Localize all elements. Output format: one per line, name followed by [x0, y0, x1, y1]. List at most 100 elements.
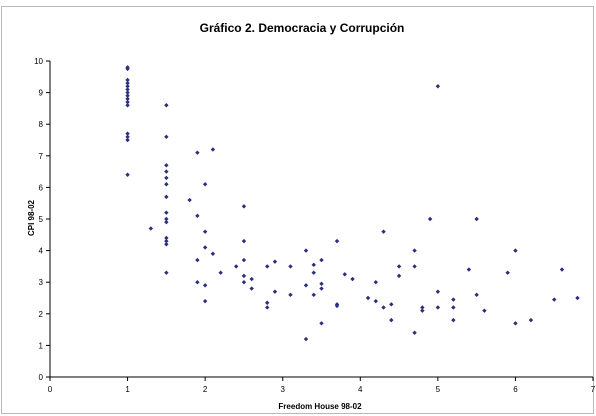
data-point: [311, 262, 316, 268]
data-point: [412, 264, 417, 269]
data-point: [311, 270, 316, 275]
data-point: [125, 103, 130, 108]
data-point: [164, 270, 169, 275]
data-point: [334, 303, 340, 309]
x-tick-label: 2: [203, 385, 208, 394]
data-point: [210, 251, 216, 256]
data-point: [125, 87, 130, 92]
data-point: [125, 131, 130, 136]
data-point: [195, 257, 200, 263]
data-point: [482, 308, 487, 313]
data-point: [125, 90, 130, 95]
data-point: [125, 80, 130, 86]
data-point: [164, 219, 169, 225]
data-point: [474, 216, 479, 222]
data-point: [164, 103, 169, 108]
data-point: [427, 216, 433, 222]
data-point: [303, 248, 309, 253]
data-point: [202, 182, 208, 187]
data-point: [241, 280, 247, 285]
y-tick-label: 6: [39, 183, 44, 192]
x-tick-label: 4: [358, 385, 363, 394]
data-point: [559, 267, 565, 272]
chart-title: Gráfico 2. Democracia y Corrupción: [200, 21, 405, 35]
data-point: [513, 321, 518, 326]
data-point: [187, 197, 192, 203]
data-point: [249, 276, 254, 282]
data-point: [125, 99, 130, 105]
data-point: [125, 96, 130, 102]
y-tick-label: 5: [39, 215, 44, 224]
data-point: [202, 229, 208, 234]
data-point: [164, 235, 169, 241]
data-point: [396, 273, 402, 279]
data-point: [451, 317, 456, 323]
data-point: [249, 286, 254, 291]
y-tick-label: 8: [39, 120, 44, 129]
data-point: [319, 281, 324, 286]
y-tick-label: 1: [39, 341, 44, 350]
data-point: [125, 93, 130, 98]
data-point: [241, 238, 247, 244]
data-point: [319, 257, 324, 263]
y-axis-title: CPI 98-02: [27, 199, 36, 236]
data-point: [381, 229, 386, 234]
data-point: [420, 308, 425, 313]
data-point: [164, 216, 169, 222]
data-point: [412, 248, 417, 253]
data-point: [381, 305, 386, 310]
x-tick-label: 6: [513, 385, 518, 394]
y-tick-label: 2: [39, 310, 44, 319]
data-point: [435, 84, 441, 89]
chart-frame: [1, 6, 594, 414]
data-point: [125, 137, 130, 143]
data-point: [210, 147, 216, 152]
y-tick-label: 4: [39, 247, 44, 256]
data-point: [435, 289, 441, 294]
data-point: [164, 238, 169, 244]
data-point: [164, 163, 169, 168]
data-point: [420, 305, 425, 310]
x-tick-label: 3: [280, 385, 285, 394]
data-point: [513, 248, 518, 253]
data-points: [125, 65, 580, 342]
data-point: [528, 317, 534, 323]
data-point: [505, 270, 510, 275]
data-point: [288, 264, 293, 269]
data-point: [303, 283, 309, 288]
y-tick-label: 9: [39, 89, 44, 98]
data-point: [195, 280, 200, 285]
data-point: [148, 226, 154, 231]
y-tick-label: 10: [34, 57, 43, 66]
data-point: [164, 210, 169, 215]
data-point: [125, 77, 130, 83]
data-point: [164, 175, 169, 181]
data-point: [334, 238, 340, 244]
data-point: [365, 295, 371, 301]
x-tick-label: 0: [48, 385, 53, 394]
data-point: [396, 264, 402, 269]
data-point: [202, 283, 208, 288]
data-point: [241, 204, 247, 209]
data-point: [265, 305, 270, 310]
data-point: [164, 169, 169, 174]
data-point: [311, 292, 316, 298]
data-point: [265, 300, 270, 305]
data-point: [241, 257, 247, 263]
data-point: [389, 302, 394, 307]
data-point: [164, 194, 169, 200]
data-point: [412, 330, 417, 335]
data-point: [389, 317, 394, 323]
data-point: [125, 134, 130, 140]
data-point: [303, 336, 309, 342]
data-point: [474, 292, 479, 298]
data-point: [272, 259, 278, 264]
x-axis-title: Freedom House 98-02: [278, 402, 362, 411]
data-point: [575, 295, 580, 301]
data-point: [373, 298, 378, 304]
data-point: [233, 264, 239, 269]
data-point: [272, 289, 278, 294]
data-point: [265, 264, 270, 269]
